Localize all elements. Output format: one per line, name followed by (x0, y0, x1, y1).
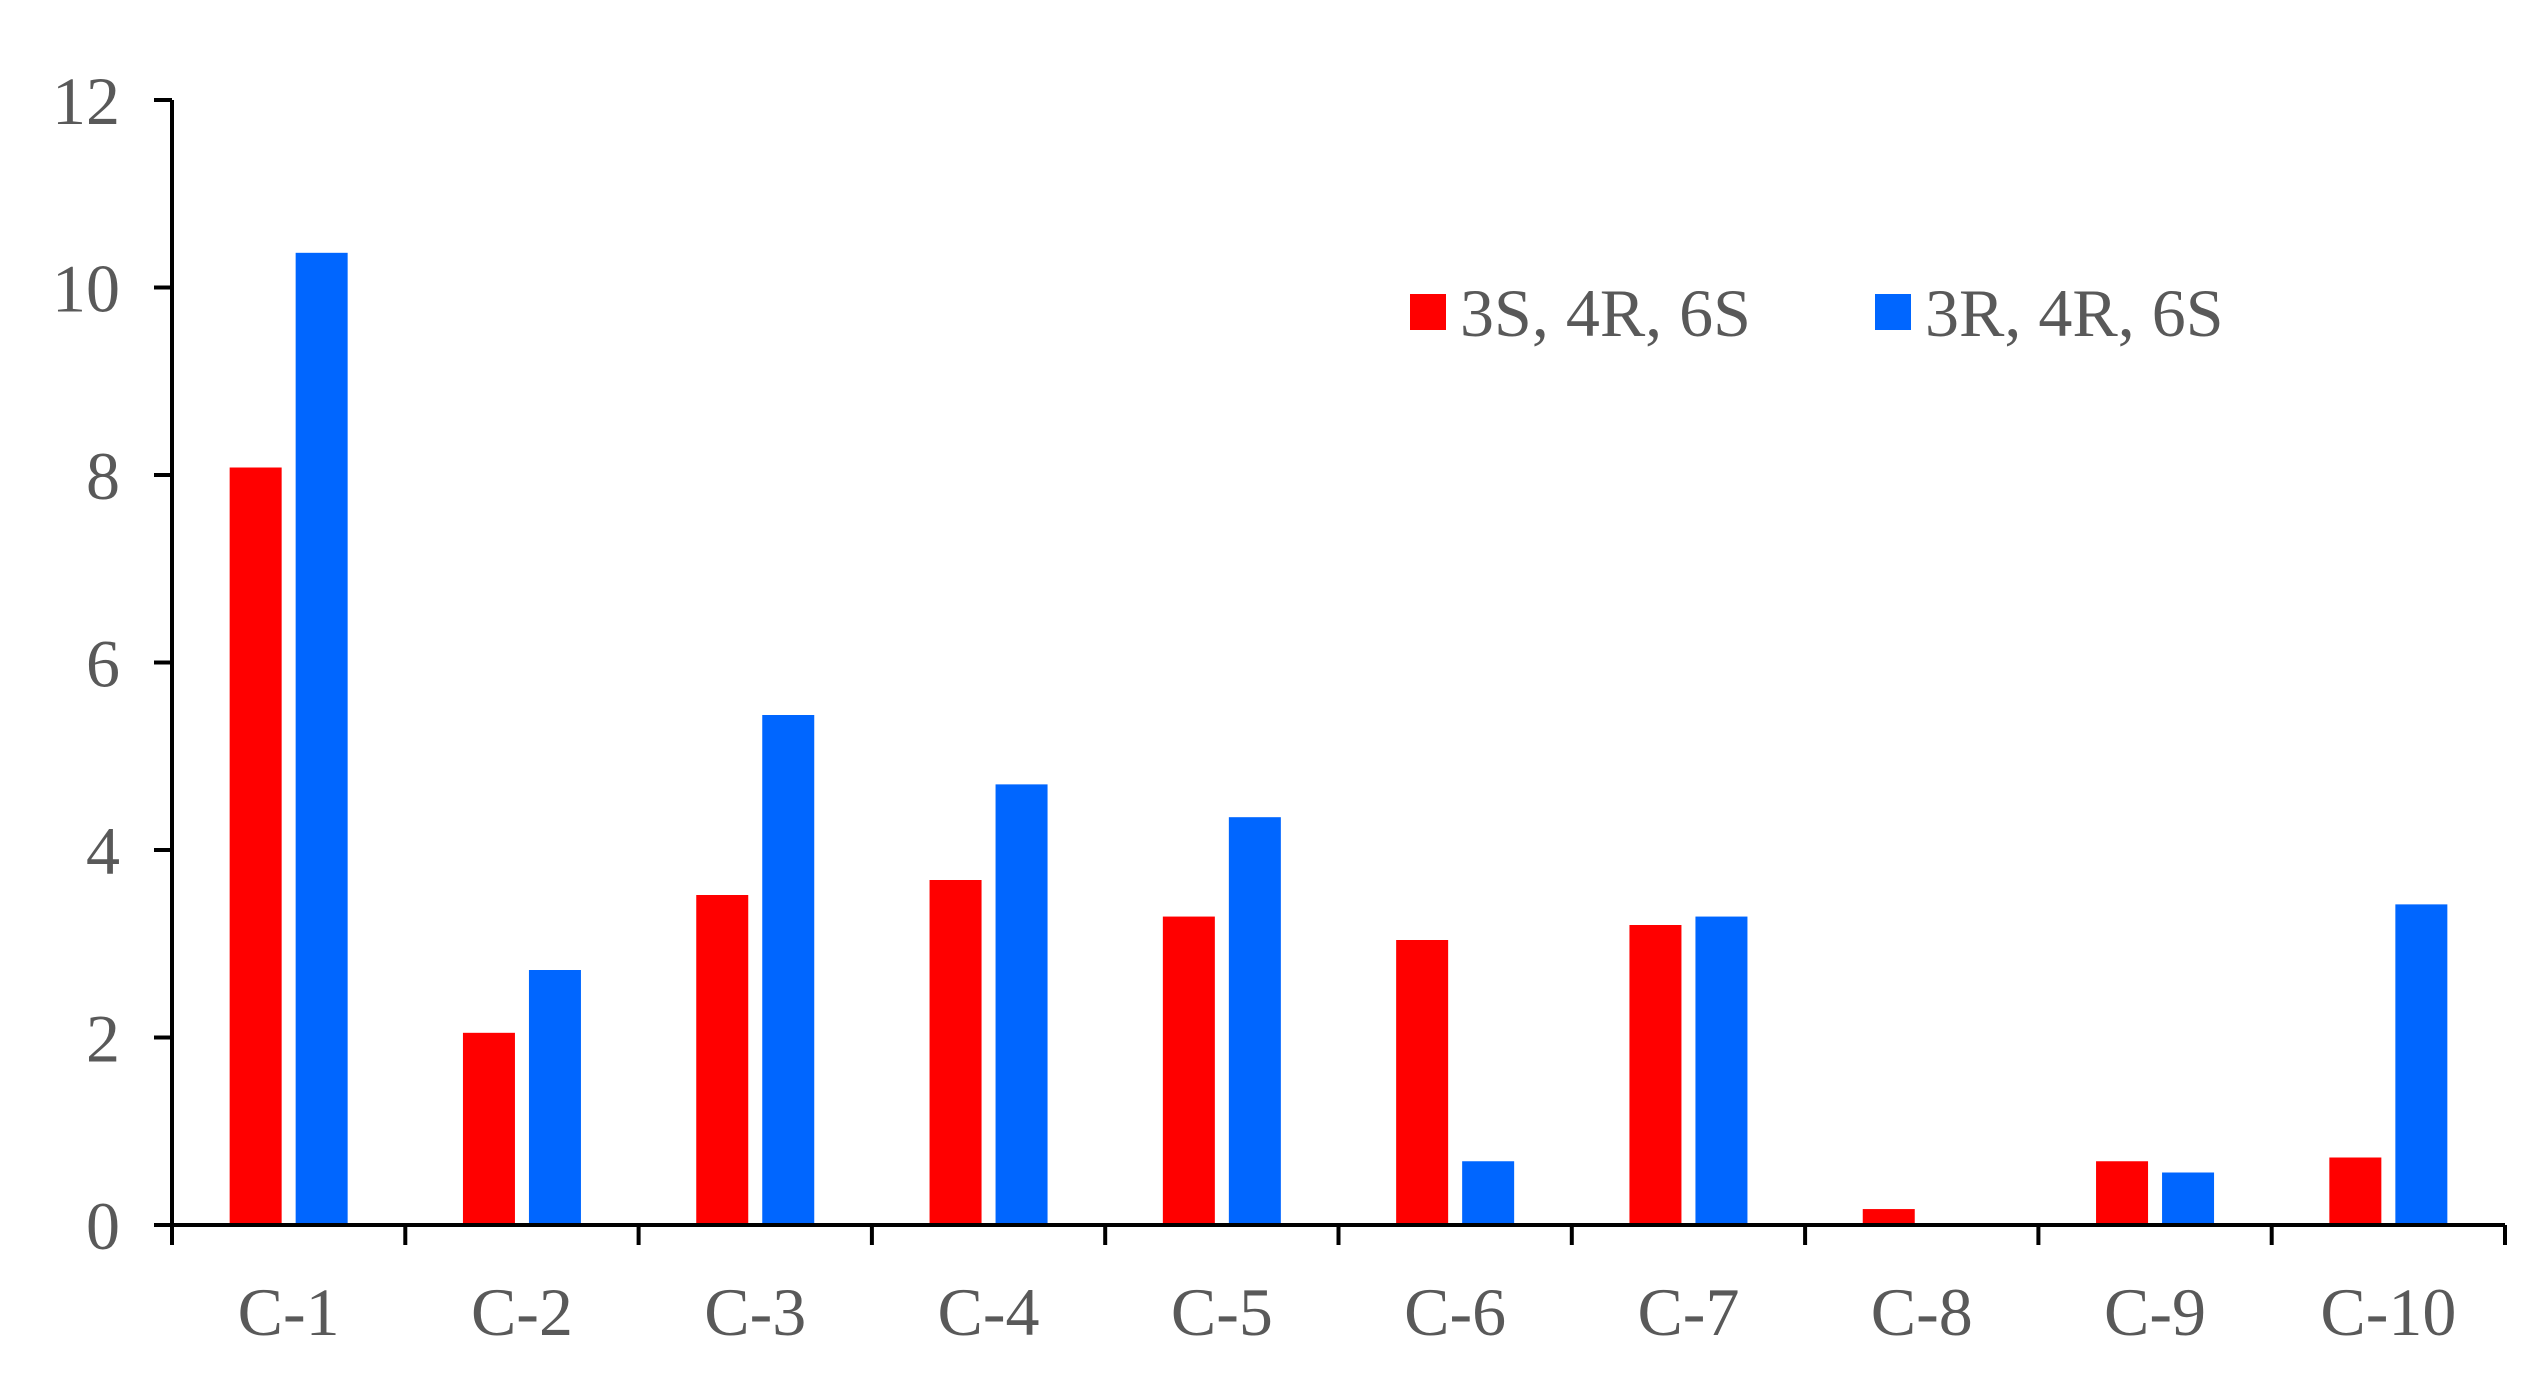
bar-series2-c-4 (995, 784, 1048, 1225)
x-tick-label: C-4 (938, 1274, 1040, 1350)
y-tick-label: 0 (86, 1188, 120, 1264)
legend: 3S, 4R, 6S 3R, 4R, 6S (1410, 275, 2224, 351)
bar-series1-c-1 (229, 467, 282, 1225)
bar-series2-c-10 (2395, 904, 2448, 1225)
bar-series2-c-5 (1228, 817, 1281, 1225)
bar-series1-c-2 (462, 1032, 515, 1225)
bar-series2-c-6 (1462, 1161, 1515, 1225)
y-tick-label: 6 (86, 626, 120, 702)
axes-layer: 0 2 4 6 8 10 12 C-1 C-2 C-3 C-4 C-5 C-6 C-7 C-8 C-9 C-10 (52, 63, 2507, 1350)
bar-series1-c-7 (1629, 925, 1682, 1225)
x-tick-label: C-6 (1404, 1274, 1506, 1350)
bar-series1-c-9 (2096, 1161, 2149, 1225)
bar-series1-c-6 (1396, 940, 1449, 1225)
x-tick-label: C-5 (1171, 1274, 1273, 1350)
x-tick-label: C-9 (2104, 1274, 2206, 1350)
y-tick-label: 4 (86, 813, 120, 889)
legend-label-series2: 3R, 4R, 6S (1925, 275, 2224, 351)
bar-series1-c-10 (2329, 1157, 2382, 1225)
y-tick-label: 12 (52, 63, 120, 139)
y-tick-label: 8 (86, 438, 120, 514)
bar-series1-c-8 (1862, 1209, 1915, 1225)
bar-series1-c-3 (696, 895, 749, 1225)
legend-label-series1: 3S, 4R, 6S (1460, 275, 1751, 351)
x-tick-label: C-1 (238, 1274, 340, 1350)
legend-swatch-series1 (1410, 294, 1446, 330)
bar-series2-c-7 (1695, 916, 1748, 1225)
x-tick-label: C-7 (1637, 1274, 1739, 1350)
x-tick-label: C-8 (1871, 1274, 1973, 1350)
y-tick-label: 2 (86, 1001, 120, 1077)
x-tick-label: C-3 (704, 1274, 806, 1350)
bar-series2-c-2 (528, 970, 581, 1225)
y-tick-label: 10 (52, 251, 120, 327)
bar-series1-c-4 (929, 880, 982, 1225)
legend-swatch-series2 (1875, 294, 1911, 330)
x-tick-label: C-2 (471, 1274, 573, 1350)
bars-layer (229, 252, 2448, 1225)
bar-series2-c-1 (295, 252, 348, 1225)
bar-series2-c-9 (2162, 1172, 2215, 1225)
x-tick-label: C-10 (2320, 1274, 2456, 1350)
bar-series2-c-3 (762, 715, 815, 1225)
bar-series1-c-5 (1162, 916, 1215, 1225)
